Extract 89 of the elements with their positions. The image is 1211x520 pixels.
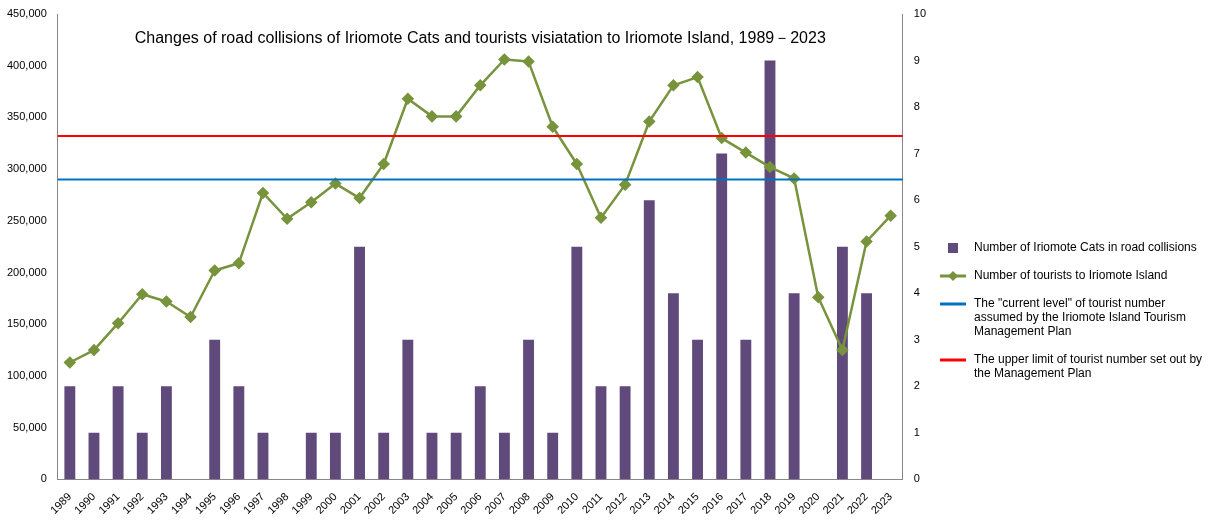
bar <box>474 386 486 480</box>
point <box>740 146 752 159</box>
y-tick-label: 250,000 <box>7 213 47 226</box>
y-tick-label: 150,000 <box>7 317 47 330</box>
point <box>474 79 487 92</box>
y2-tick-label: 9 <box>913 53 920 66</box>
y-tick-label: 200,000 <box>7 265 47 278</box>
bar <box>643 200 655 480</box>
legend-label: The upper limit of tourist number set out by the Management Plan <box>974 352 1204 380</box>
y-tick-label: 400,000 <box>7 58 47 71</box>
point <box>184 311 197 323</box>
bar <box>88 432 100 480</box>
bar <box>426 432 438 480</box>
point <box>643 115 656 128</box>
point <box>595 211 607 224</box>
bar <box>788 293 800 480</box>
point <box>208 264 221 277</box>
point <box>546 120 559 133</box>
legend-label: Number of Iriomote Cats in road collisions <box>974 240 1197 254</box>
y2-tick-label: 1 <box>913 425 920 438</box>
y2-tick-label: 2 <box>913 379 920 392</box>
y2-tick-label: 10 <box>913 7 927 20</box>
y-tick-label: 100,000 <box>7 368 47 381</box>
point <box>160 295 173 308</box>
bar <box>257 432 269 480</box>
point <box>812 291 825 304</box>
bar <box>450 432 462 480</box>
bar <box>547 432 559 480</box>
y-tick-label: 300,000 <box>7 162 47 175</box>
bar <box>523 339 534 480</box>
point <box>112 317 124 329</box>
bar <box>716 153 728 480</box>
legend-label: Number of tourists to Iriomote Island <box>974 268 1168 282</box>
bar <box>112 386 124 480</box>
point <box>257 187 269 199</box>
bar <box>595 386 607 480</box>
bar <box>64 386 76 480</box>
bar <box>402 339 414 480</box>
y2-tick-label: 5 <box>913 239 920 252</box>
y2-tick-label: 4 <box>913 286 920 299</box>
bar <box>571 246 583 480</box>
bar <box>740 339 752 480</box>
bar <box>498 432 510 480</box>
point <box>619 178 631 191</box>
point <box>377 158 390 170</box>
bar <box>354 246 365 480</box>
bar <box>329 432 341 480</box>
bar <box>667 293 679 480</box>
bar <box>861 293 872 480</box>
point <box>353 192 366 204</box>
point <box>667 79 680 92</box>
bar <box>233 386 245 480</box>
legend-label: The "current level" of tourist number assumed by the Iriomote Island Tourism Management Plan <box>974 296 1187 338</box>
point <box>233 257 245 269</box>
point <box>522 55 535 68</box>
y-tick-label: 450,000 <box>7 7 47 20</box>
y2-tick-label: 6 <box>913 193 920 206</box>
y2-tick-label: 7 <box>913 146 920 159</box>
bar <box>160 386 172 480</box>
point <box>571 158 583 170</box>
point <box>281 213 293 225</box>
point <box>450 110 462 123</box>
bar <box>836 246 848 480</box>
bar <box>305 432 317 480</box>
y-tick-label: 0 <box>40 472 47 485</box>
y2-tick-label: 3 <box>913 332 920 345</box>
point <box>498 53 511 66</box>
point <box>691 71 704 83</box>
point <box>88 344 100 356</box>
y-tick-label: 350,000 <box>7 110 47 123</box>
bar <box>619 386 631 480</box>
point <box>836 344 849 356</box>
point <box>426 110 438 123</box>
point <box>402 93 414 105</box>
bar <box>378 432 390 480</box>
y2-tick-label: 0 <box>913 472 920 485</box>
point <box>764 161 776 173</box>
point <box>860 235 873 248</box>
bar <box>209 339 221 480</box>
text: Changes of road collisions of Iriomote Cats and tourists visiatation to Iriomote Island, 1989－2023 <box>134 29 826 47</box>
bar <box>692 339 703 480</box>
bar <box>136 432 148 480</box>
point <box>64 356 76 369</box>
y-tick-label: 50,000 <box>13 420 47 433</box>
y2-tick-label: 8 <box>913 100 920 113</box>
point <box>329 177 342 190</box>
point <box>136 288 149 300</box>
point <box>884 209 897 222</box>
point <box>305 196 318 208</box>
